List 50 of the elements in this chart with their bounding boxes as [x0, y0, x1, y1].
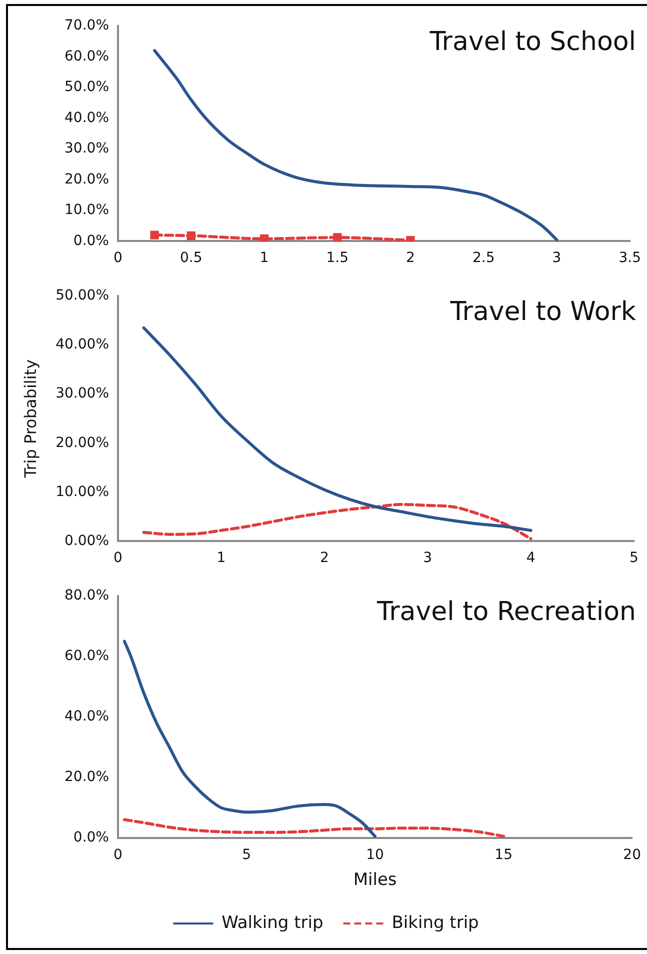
- y-tick-label: 50.0%: [64, 79, 109, 96]
- x-tick-label: 1: [216, 550, 226, 566]
- y-tick-label: 30.0%: [64, 140, 109, 157]
- y-tick-label: 60.0%: [64, 48, 109, 64]
- y-tick-label: 40.0%: [64, 708, 109, 725]
- y-tick-label: 40.0%: [64, 110, 109, 126]
- x-tick-label: 0: [114, 846, 122, 863]
- x-tick-label: 10: [366, 846, 384, 863]
- y-tick-label: 20.0%: [64, 768, 109, 785]
- line-series: [122, 818, 506, 838]
- y-tick-label: 70.0%: [64, 18, 109, 34]
- x-tick-label: 15: [494, 846, 512, 863]
- x-tick-label: 3: [552, 250, 562, 266]
- legend-label: Biking trip: [392, 912, 479, 933]
- y-tick-label: 60.0%: [64, 648, 109, 664]
- y-tick-label: 30.00%: [56, 386, 109, 402]
- y-tick-label: 40.00%: [56, 336, 109, 353]
- x-tick-label: 0: [114, 550, 122, 566]
- x-tick-label: 1: [260, 250, 269, 266]
- line-series: [142, 502, 532, 540]
- legend-label: Walking trip: [222, 912, 324, 933]
- x-tick-label: 3: [423, 550, 432, 566]
- y-tick-label: 0.0%: [73, 829, 109, 846]
- line-series: [122, 640, 377, 838]
- x-tick-label: 1.5: [326, 250, 349, 266]
- y-tick-label: 10.00%: [56, 484, 109, 500]
- y-tick-label: 50.00%: [56, 288, 109, 304]
- chart-title: Travel to Recreation: [376, 596, 636, 627]
- x-tick-label: 3.5: [618, 250, 641, 266]
- x-tick-label: 5: [630, 550, 638, 566]
- line-series: [142, 326, 532, 532]
- x-tick-label: 2: [320, 550, 329, 566]
- y-axis-title: Trip Probability: [20, 359, 40, 479]
- chart-title: Travel to Work: [449, 296, 636, 327]
- x-tick-label: 4: [526, 550, 536, 566]
- y-tick-label: 80.0%: [64, 588, 109, 604]
- chart-title: Travel to School: [428, 26, 636, 57]
- y-tick-label: 20.0%: [64, 171, 109, 188]
- y-tick-label: 0.00%: [64, 532, 109, 549]
- y-tick-label: 0.0%: [73, 232, 109, 249]
- x-tick-label: 20: [623, 846, 642, 863]
- x-tick-label: 0: [114, 250, 122, 266]
- y-tick-label: 10.0%: [64, 202, 109, 218]
- x-tick-label: 0.5: [180, 250, 202, 266]
- y-tick-label: 20.00%: [56, 434, 109, 451]
- x-tick-label: 2.5: [472, 250, 495, 266]
- line-series: [153, 49, 558, 242]
- x-tick-label: 5: [242, 846, 251, 863]
- x-tick-label: 2: [406, 250, 415, 266]
- x-axis-title: Miles: [353, 870, 397, 890]
